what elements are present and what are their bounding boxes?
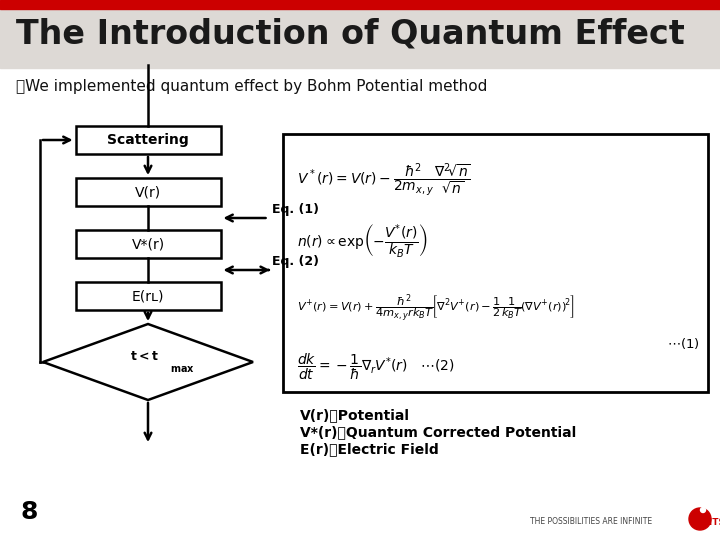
Text: THE POSSIBILITIES ARE INFINITE: THE POSSIBILITIES ARE INFINITE <box>530 517 652 526</box>
Text: $\mathbf{max}$: $\mathbf{max}$ <box>170 364 195 374</box>
Text: The Introduction of Quantum Effect: The Introduction of Quantum Effect <box>16 17 685 51</box>
Text: Eq. (1): Eq. (1) <box>271 203 318 216</box>
Ellipse shape <box>689 508 711 530</box>
Bar <box>76 282 220 310</box>
Bar <box>0 68 720 540</box>
Text: E(rʟ): E(rʟ) <box>132 289 164 303</box>
Bar <box>0 0 720 9</box>
Bar <box>76 230 220 258</box>
Text: V*(r): V*(r) <box>132 237 165 251</box>
Text: ・We implemented quantum effect by Bohm Potential method: ・We implemented quantum effect by Bohm P… <box>16 78 487 93</box>
Text: $\dfrac{dk}{dt}=-\dfrac{1}{\hbar}\nabla_{r}V^{*}(r)\quad\cdots(2)$: $\dfrac{dk}{dt}=-\dfrac{1}{\hbar}\nabla_… <box>297 352 455 382</box>
Bar <box>283 134 708 392</box>
Text: 8: 8 <box>20 500 37 524</box>
Bar <box>76 126 220 154</box>
Text: V(r)：Potential: V(r)：Potential <box>300 408 410 422</box>
Text: $\mathbf{t < t}$: $\mathbf{t < t}$ <box>130 350 158 363</box>
Text: Scattering: Scattering <box>107 133 189 147</box>
Text: V(r): V(r) <box>135 185 161 199</box>
Text: V*(r)：Quantum Corrected Potential: V*(r)：Quantum Corrected Potential <box>300 425 576 439</box>
Text: $n(r)\propto\exp\!\left(-\dfrac{V^{*}(r)}{k_{B}T}\right)$: $n(r)\propto\exp\!\left(-\dfrac{V^{*}(r)… <box>297 222 428 260</box>
Text: $V^*(r)=V(r)-\dfrac{\hbar^{2}}{2m_{x,y}}\dfrac{\nabla^{2}\!\sqrt{n}}{\sqrt{n}}$: $V^*(r)=V(r)-\dfrac{\hbar^{2}}{2m_{x,y}}… <box>297 162 471 199</box>
Text: FUJITSU: FUJITSU <box>692 518 720 527</box>
Bar <box>76 178 220 206</box>
Ellipse shape <box>701 508 706 512</box>
Bar <box>0 0 720 68</box>
Text: $V^{+}(r)=V(r)+\dfrac{\hbar^{2}}{4m_{x,y}rk_{B}T}\!\left[\nabla^{2}V^{+}(r)-\dfr: $V^{+}(r)=V(r)+\dfrac{\hbar^{2}}{4m_{x,y… <box>297 292 575 325</box>
Text: $\cdots(1)$: $\cdots(1)$ <box>667 336 700 351</box>
Text: E(r)：Electric Field: E(r)：Electric Field <box>300 442 438 456</box>
Text: Eq. (2): Eq. (2) <box>271 255 318 268</box>
Polygon shape <box>43 324 253 400</box>
